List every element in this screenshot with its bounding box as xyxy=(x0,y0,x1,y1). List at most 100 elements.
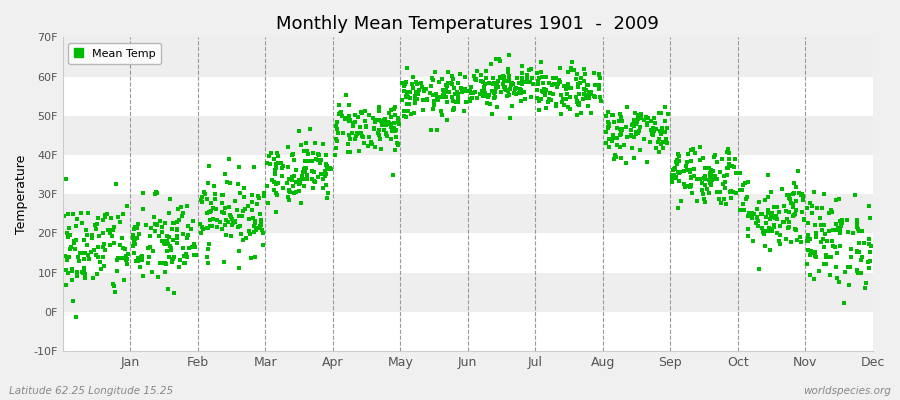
Point xyxy=(684,174,698,180)
Point xyxy=(250,201,265,208)
Point xyxy=(628,121,643,128)
Point xyxy=(474,88,489,94)
Point xyxy=(155,228,169,235)
Point xyxy=(349,133,364,140)
Point xyxy=(426,92,440,98)
Point xyxy=(602,121,616,127)
Point xyxy=(232,264,247,271)
Point xyxy=(320,190,335,196)
Point xyxy=(544,97,558,103)
Point xyxy=(370,116,384,123)
Point xyxy=(383,136,398,142)
Point xyxy=(506,81,520,87)
Point xyxy=(788,211,802,218)
Point xyxy=(70,216,85,222)
Point xyxy=(294,176,309,182)
Point xyxy=(364,139,378,145)
Point xyxy=(269,192,284,198)
Point xyxy=(329,126,344,132)
Point xyxy=(420,97,435,104)
Point xyxy=(561,104,575,110)
Point xyxy=(816,222,831,228)
Point xyxy=(737,207,751,213)
Point xyxy=(82,256,96,262)
Point xyxy=(395,80,410,86)
Point xyxy=(432,79,446,86)
Point xyxy=(640,114,654,121)
Point xyxy=(770,204,785,210)
Point xyxy=(195,226,210,232)
Point xyxy=(770,230,784,237)
Point xyxy=(418,85,433,92)
Point xyxy=(850,248,865,254)
Point xyxy=(693,157,707,164)
Point xyxy=(435,94,449,100)
Point xyxy=(388,112,402,119)
Point xyxy=(791,168,806,174)
Point xyxy=(828,197,842,204)
Point xyxy=(285,152,300,158)
Point xyxy=(256,242,270,249)
Point xyxy=(165,259,179,266)
Point xyxy=(418,88,432,94)
Point xyxy=(147,214,161,221)
Point xyxy=(496,73,510,80)
Point xyxy=(497,84,511,90)
Point xyxy=(701,165,716,171)
Point xyxy=(59,266,74,273)
Point xyxy=(454,85,469,92)
Point xyxy=(525,74,539,81)
Point xyxy=(410,96,424,102)
Point xyxy=(219,232,233,238)
Point xyxy=(777,219,791,226)
Point xyxy=(561,84,575,91)
Point xyxy=(497,78,511,84)
Point xyxy=(444,80,458,87)
Point xyxy=(70,273,85,280)
Point xyxy=(311,151,326,158)
Point xyxy=(165,245,179,251)
Point xyxy=(422,90,436,96)
Point xyxy=(425,74,439,81)
Point xyxy=(392,121,406,127)
Point xyxy=(468,89,482,95)
Point xyxy=(707,173,722,179)
Point xyxy=(213,219,228,225)
Point xyxy=(768,214,782,220)
Point xyxy=(722,156,736,163)
Point xyxy=(111,214,125,220)
Point xyxy=(792,190,806,196)
Point xyxy=(500,93,514,99)
Point xyxy=(667,166,681,172)
Point xyxy=(153,218,167,224)
Point xyxy=(803,200,817,206)
Point xyxy=(150,189,165,196)
Point xyxy=(604,137,618,144)
Point xyxy=(260,160,274,166)
Point xyxy=(480,100,494,106)
Point xyxy=(652,109,666,116)
Point xyxy=(371,130,385,136)
Point xyxy=(745,210,760,217)
Point xyxy=(245,192,259,198)
Point xyxy=(427,98,441,104)
Point xyxy=(352,148,366,154)
Point xyxy=(477,80,491,87)
Point xyxy=(233,231,248,237)
Point xyxy=(863,249,878,255)
Point xyxy=(752,218,766,224)
Point xyxy=(399,93,413,100)
Point xyxy=(598,129,613,135)
Point xyxy=(203,207,218,214)
Point xyxy=(58,213,72,219)
Point xyxy=(536,86,551,93)
Point xyxy=(126,234,140,241)
Point xyxy=(614,126,628,133)
Point xyxy=(591,71,606,77)
Point xyxy=(501,66,516,72)
Point xyxy=(850,270,865,276)
Point xyxy=(104,233,119,240)
Point xyxy=(391,142,405,148)
Point xyxy=(304,176,319,182)
Point xyxy=(767,204,781,210)
